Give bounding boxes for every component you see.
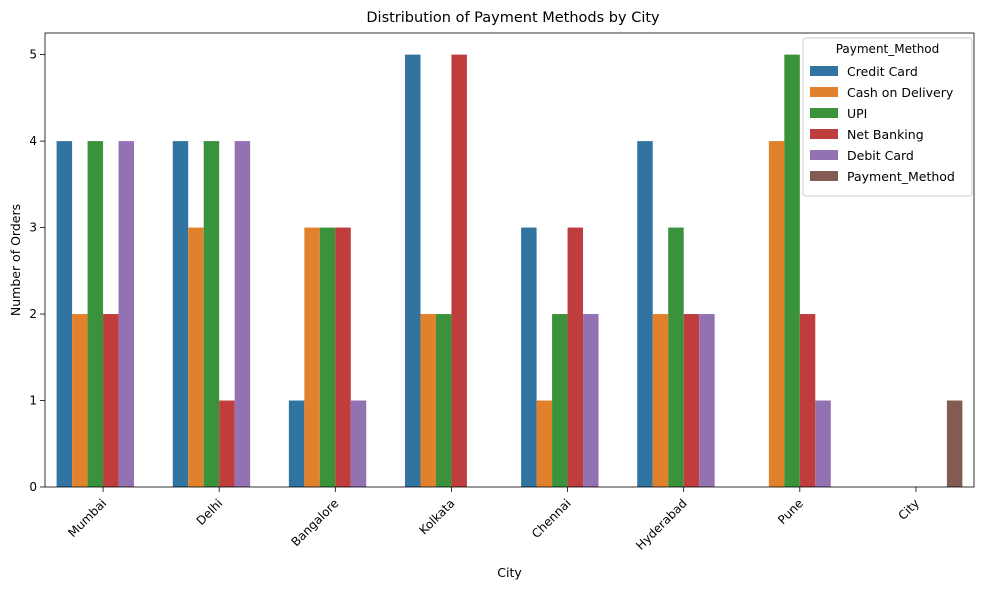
bar-kolkata-credit-card xyxy=(404,54,421,488)
y-tick-label: 3 xyxy=(29,221,37,235)
x-tick-label-hyderabad: Hyderabad xyxy=(633,496,690,553)
legend-label: UPI xyxy=(847,106,867,121)
y-tick-label: 4 xyxy=(29,134,37,148)
legend-swatch xyxy=(810,87,838,97)
legend-label: Credit Card xyxy=(847,64,918,79)
bar-hyderabad-cash-on-delivery xyxy=(652,314,669,487)
bar-chennai-cash-on-delivery xyxy=(536,400,553,487)
y-tick-label: 2 xyxy=(29,307,37,321)
chart-title: Distribution of Payment Methods by City xyxy=(366,10,660,26)
bar-bangalore-net-banking xyxy=(335,227,351,487)
y-axis-title: Number of Orders xyxy=(8,204,23,316)
legend: Payment_Method Credit Card Cash on Deliver… xyxy=(802,37,973,197)
bar-kolkata-upi xyxy=(435,314,452,487)
y-tick-label: 1 xyxy=(29,394,37,408)
bar-chennai-upi xyxy=(552,314,568,487)
y-axis: 0 1 2 3 4 5 xyxy=(29,48,45,494)
bar-kolkata-net-banking xyxy=(451,54,467,488)
x-tick-label-city: City xyxy=(896,496,923,523)
y-tick-label: 0 xyxy=(29,480,37,494)
bar-delhi-net-banking xyxy=(219,400,235,487)
legend-swatch xyxy=(810,108,838,118)
x-tick-label-mumbai: Mumbai xyxy=(65,496,109,540)
bar-bangalore-credit-card xyxy=(288,400,305,487)
x-axis: Mumbai Delhi Bangalore Kolkata Chennai Hydera… xyxy=(65,487,922,553)
bar-pune-net-banking xyxy=(799,314,816,487)
legend-label: Payment_Method xyxy=(847,169,955,184)
bar-chennai-debit-card xyxy=(583,314,599,487)
y-tick-label: 5 xyxy=(29,48,37,62)
bar-mumbai-cash-on-delivery xyxy=(72,314,88,487)
bar-delhi-cash-on-delivery xyxy=(188,227,204,487)
bar-chennai-net-banking xyxy=(567,227,584,487)
bar-mumbai-debit-card xyxy=(118,141,135,487)
bar-delhi-upi xyxy=(203,141,220,487)
legend-box xyxy=(802,37,973,197)
x-tick-label-chennai: Chennai xyxy=(529,496,574,541)
bar-mumbai-credit-card xyxy=(56,141,73,487)
legend-title: Payment_Method xyxy=(836,42,940,56)
bar-pune-cash-on-delivery xyxy=(768,141,785,487)
bar-bangalore-upi xyxy=(319,227,336,487)
x-tick-label-bangalore: Bangalore xyxy=(288,496,341,549)
bars-layer xyxy=(56,54,963,488)
bar-hyderabad-upi xyxy=(668,227,684,487)
bar-bangalore-cash-on-delivery xyxy=(304,227,320,487)
legend-label: Net Banking xyxy=(847,127,924,142)
bar-bangalore-debit-card xyxy=(350,400,367,487)
bar-chennai-credit-card xyxy=(521,227,537,487)
x-tick-label-delhi: Delhi xyxy=(194,496,226,528)
bar-pune-upi xyxy=(784,54,800,488)
x-tick-label-pune: Pune xyxy=(775,496,806,527)
bar-hyderabad-credit-card xyxy=(637,141,653,487)
x-tick-label-kolkata: Kolkata xyxy=(416,496,457,537)
bar-hyderabad-debit-card xyxy=(699,314,715,487)
legend-swatch xyxy=(810,150,838,160)
legend-swatch xyxy=(810,129,838,139)
bar-pune-debit-card xyxy=(815,400,831,487)
bar-mumbai-net-banking xyxy=(103,314,119,487)
bar-delhi-debit-card xyxy=(234,141,251,487)
legend-swatch xyxy=(810,66,838,76)
legend-label: Cash on Delivery xyxy=(847,85,954,100)
plot-frame xyxy=(44,32,975,488)
bar-hyderabad-net-banking xyxy=(683,314,700,487)
bar-city-payment-method xyxy=(946,400,963,487)
bar-delhi-credit-card xyxy=(172,141,189,487)
bar-kolkata-cash-on-delivery xyxy=(420,314,436,487)
bar-mumbai-upi xyxy=(87,141,104,487)
legend-label: Debit Card xyxy=(847,148,914,163)
x-axis-title: City xyxy=(497,565,522,580)
legend-swatch xyxy=(810,171,838,181)
